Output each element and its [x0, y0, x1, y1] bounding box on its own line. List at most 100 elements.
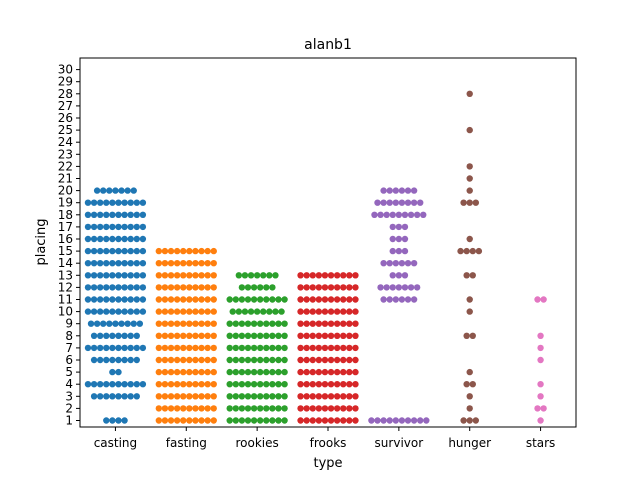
data-point: [250, 284, 258, 291]
data-point: [186, 368, 193, 376]
data-point: [100, 320, 107, 327]
data-point: [256, 284, 264, 291]
data-point: [537, 393, 544, 400]
data-point: [275, 296, 282, 303]
data-point: [244, 417, 252, 424]
data-point: [321, 296, 329, 303]
y-tick-label: 3: [65, 389, 73, 403]
data-point: [463, 272, 470, 279]
data-point: [204, 381, 211, 388]
data-point: [133, 381, 140, 388]
data-point: [309, 356, 316, 364]
data-point: [297, 272, 304, 279]
data-point: [226, 417, 233, 424]
data-point: [210, 272, 217, 279]
y-tick-label: 21: [58, 172, 73, 186]
data-point: [327, 320, 335, 327]
data-point: [401, 223, 409, 231]
data-point: [198, 381, 205, 388]
y-tick-label: 23: [58, 147, 73, 161]
data-point: [407, 284, 415, 291]
data-point: [321, 308, 329, 315]
data-point: [180, 320, 187, 327]
y-tick-label: 24: [58, 135, 73, 149]
data-point: [537, 381, 544, 388]
data-point: [103, 393, 110, 400]
data-point: [84, 223, 92, 231]
data-point: [192, 247, 199, 255]
data-point: [232, 405, 239, 412]
data-point: [253, 308, 261, 315]
data-point: [192, 344, 199, 352]
data-point: [244, 296, 252, 303]
data-point: [133, 247, 140, 255]
data-point: [346, 332, 353, 339]
data-point: [281, 320, 288, 327]
data-point: [537, 344, 544, 352]
data-point: [269, 405, 276, 412]
data-point: [161, 308, 169, 315]
data-point: [389, 284, 396, 291]
data-point: [161, 320, 169, 327]
y-tick-label: 14: [58, 256, 73, 270]
data-point: [204, 247, 211, 255]
data-point: [232, 344, 239, 352]
data-point: [333, 356, 341, 364]
data-point: [244, 381, 252, 388]
data-point: [186, 344, 193, 352]
data-point: [315, 381, 323, 388]
data-point: [167, 344, 175, 352]
data-point: [210, 417, 217, 424]
y-tick-label: 7: [65, 341, 73, 355]
data-point: [210, 296, 217, 303]
data-point: [192, 308, 199, 315]
data-point: [392, 187, 400, 194]
data-point: [192, 393, 199, 400]
data-point: [297, 368, 304, 376]
data-point: [90, 381, 98, 388]
data-point: [84, 381, 92, 388]
data-point: [281, 393, 288, 400]
data-point: [90, 356, 98, 364]
data-point: [232, 368, 239, 376]
x-axis: casting fasting rookies frooks survivor hunge…: [94, 427, 556, 450]
y-tick-label: 30: [58, 63, 73, 77]
data-point: [93, 187, 101, 194]
x-tick-label: stars: [526, 436, 556, 450]
data-point: [124, 320, 131, 327]
data-point: [377, 211, 384, 218]
data-point: [537, 332, 544, 339]
data-point: [90, 296, 98, 303]
data-point: [115, 199, 122, 206]
data-point: [90, 272, 98, 279]
data-point: [167, 393, 175, 400]
data-point: [333, 272, 341, 279]
data-point: [155, 417, 163, 424]
data-point: [463, 247, 470, 255]
data-point: [139, 260, 147, 267]
data-point: [136, 320, 144, 327]
data-point: [121, 247, 128, 255]
data-point: [226, 393, 233, 400]
data-point: [103, 417, 110, 424]
data-point: [303, 320, 310, 327]
data-point: [340, 368, 347, 376]
data-point: [109, 393, 116, 400]
x-tick-label: hunger: [448, 436, 491, 450]
data-point: [133, 235, 140, 243]
data-point: [121, 417, 128, 424]
data-point: [389, 247, 396, 255]
data-point: [398, 260, 406, 267]
data-point: [155, 344, 163, 352]
data-point: [198, 393, 205, 400]
data-point: [161, 356, 169, 364]
data-point: [180, 356, 187, 364]
data-point: [380, 260, 387, 267]
data-point: [256, 405, 264, 412]
data-point: [281, 296, 288, 303]
data-point: [472, 417, 480, 424]
data-point: [297, 393, 304, 400]
data-point: [297, 344, 304, 352]
data-point: [192, 296, 199, 303]
